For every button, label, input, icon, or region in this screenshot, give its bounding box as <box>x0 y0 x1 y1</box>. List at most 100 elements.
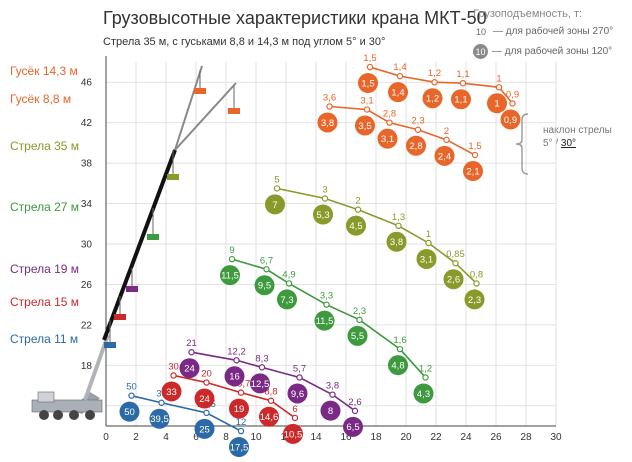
series-4-value-120-1: 5,3 <box>316 210 329 221</box>
series-6-circle-0 <box>358 73 378 94</box>
legend-row-120: 10 — для рабочей зоны 120° <box>473 44 612 59</box>
series-1-circle-0 <box>161 381 182 402</box>
series-2-point-5 <box>351 407 359 415</box>
x-tick-label-15: 30 <box>550 432 562 443</box>
series-4-value-270-0: 5 <box>274 174 279 185</box>
tilt-note: наклон стрелы 5° / 30° <box>543 124 612 150</box>
legend-row-120-text: — для рабочей зоны 120° <box>492 46 613 57</box>
series-line-0 <box>131 394 242 432</box>
series-0-value-120-2: 25 <box>199 424 210 435</box>
crane-wheel-icon-0 <box>39 410 49 420</box>
crane-wheel-icon-1 <box>53 410 63 420</box>
series-3-value-120-2: 7,3 <box>280 295 293 306</box>
series-5-circle-0 <box>317 112 338 133</box>
series-1-point-1 <box>203 379 210 386</box>
series-4-point-1 <box>321 195 329 202</box>
series-6-value-120-5: 0,9 <box>504 115 517 126</box>
series-5-value-270-2: 2,8 <box>383 109 396 120</box>
series-3-point-0 <box>228 255 236 263</box>
series-3-circle-4 <box>347 325 368 346</box>
series-1-value-120-0: 33 <box>166 387 177 398</box>
series-2-circle-5 <box>343 416 363 437</box>
series-2-circle-4 <box>320 400 341 421</box>
series-3-value-120-3: 11,5 <box>316 316 334 327</box>
series-2-value-120-1: 16 <box>229 372 240 383</box>
series-line-4 <box>276 187 478 285</box>
series-4-value-120-3: 3,8 <box>390 237 403 248</box>
series-2-circle-1 <box>224 366 245 387</box>
series-4-point-0 <box>273 185 281 192</box>
jib-long-icon <box>174 65 203 151</box>
series-6-point-1 <box>396 72 404 80</box>
crane-driver-cab-icon <box>37 391 55 403</box>
series-3-value-270-3: 3,3 <box>320 291 333 302</box>
series-1-value-270-3: 8,8 <box>264 387 277 398</box>
series-4-point-3 <box>395 222 402 229</box>
x-tick-label-2: 4 <box>163 432 169 443</box>
series-2-circle-2 <box>250 373 270 394</box>
series-4-value-120-5: 2,6 <box>447 275 460 286</box>
tilt-note-5deg: 5° / <box>543 138 561 149</box>
chart-subtitle: Стрела 35 м, с гуськами 8,8 и 14,3 м под… <box>103 36 386 48</box>
x-tick-label-7: 14 <box>310 432 322 443</box>
series-3-point-2 <box>285 280 293 287</box>
series-3-value-120-4: 5,5 <box>351 331 364 342</box>
tilt-bracket <box>515 113 529 175</box>
series-0-value-270-1: 35 <box>156 389 167 400</box>
y-tick-label-5: 34 <box>81 199 93 210</box>
series-5-value-120-1: 3,5 <box>358 121 371 132</box>
series-line-6 <box>369 66 514 104</box>
series-1-value-120-1: 24 <box>199 394 210 405</box>
crane-illustration <box>31 65 240 420</box>
series-5-circle-5 <box>463 161 483 182</box>
series-2-value-270-5: 2,6 <box>348 397 361 408</box>
series-4-value-120-6: 2,3 <box>468 295 481 306</box>
series-6-circle-4 <box>487 93 507 114</box>
series-4-value-270-6: 0,8 <box>470 269 483 280</box>
series-0-value-120-0: 50 <box>124 407 135 418</box>
tilt-note-line1: наклон стрелы <box>543 125 612 136</box>
series-2-value-120-3: 9,6 <box>291 389 304 400</box>
series-4-value-270-3: 1,3 <box>392 212 405 223</box>
boom-label-1: Гусёк 8,8 м <box>10 92 72 106</box>
chart-title: Грузовысотные характеристики крана МКТ-5… <box>103 8 487 28</box>
series-3-point-1 <box>263 266 270 273</box>
series-3-circle-5 <box>388 355 408 376</box>
series-4-value-120-2: 4,5 <box>349 221 362 232</box>
legend-row-270-value: 10 <box>475 26 486 37</box>
series-3-point-4 <box>356 316 363 324</box>
x-tick-label-9: 18 <box>370 432 382 443</box>
series-4-point-2 <box>354 206 362 213</box>
cargo-icon-2 <box>126 286 138 292</box>
series-2-value-270-4: 3,8 <box>326 381 339 392</box>
series-0-value-120-3: 17,5 <box>230 442 249 453</box>
series-2-point-0 <box>188 348 195 356</box>
series-6-circle-2 <box>422 88 443 109</box>
series-1-circle-3 <box>259 406 279 427</box>
series-0-point-3 <box>237 427 245 435</box>
series-4-value-270-2: 2 <box>355 196 360 207</box>
x-tick-label-14: 28 <box>520 432 532 443</box>
x-tick-label-4: 8 <box>223 432 229 443</box>
series-6-point-3 <box>459 80 467 87</box>
series-1-point-2 <box>237 389 245 396</box>
series-4-circle-3 <box>386 231 407 252</box>
cargo-icon-0 <box>104 342 116 348</box>
series-6-value-270-4: 1 <box>496 73 501 84</box>
series-4-circle-5 <box>443 269 464 290</box>
x-tick-label-5: 10 <box>250 432 262 443</box>
series-6-value-120-0: 1,5 <box>361 78 374 89</box>
series-1-circle-2 <box>229 398 249 419</box>
series-0-circle-2 <box>194 418 215 439</box>
series-1-circle-1 <box>194 388 215 409</box>
cargo-icon-3 <box>147 234 159 240</box>
series-1-value-120-3: 14,6 <box>260 412 279 423</box>
series-5-value-270-5: 1,5 <box>468 141 481 152</box>
series-5-circle-3 <box>406 135 426 156</box>
cargo-icon-4 <box>167 174 179 180</box>
series-1-value-270-4: 6 <box>292 404 297 415</box>
series-6-circle-3 <box>451 89 471 110</box>
series-3-circle-1 <box>254 275 275 296</box>
x-tick-label-1: 2 <box>133 432 139 443</box>
series-2-value-270-2: 8,3 <box>255 353 268 364</box>
